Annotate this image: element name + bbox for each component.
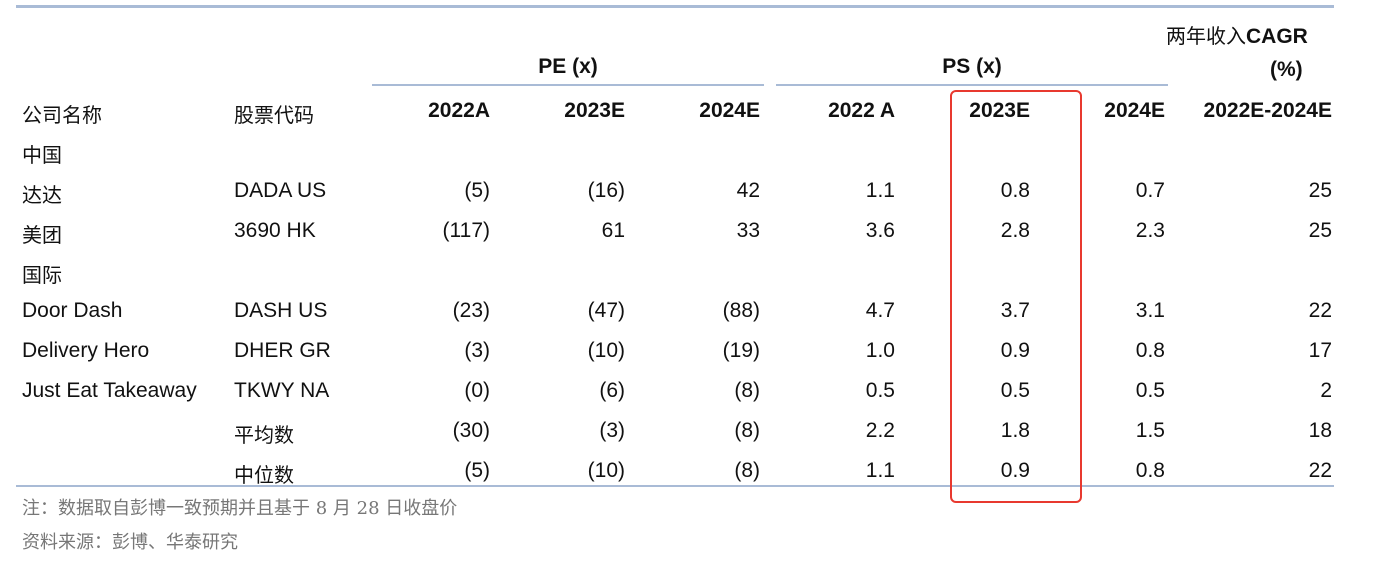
table-cell: 0.8 (1135, 459, 1165, 482)
table-cell: (3) (599, 419, 625, 442)
row-ticker: DADA US (234, 179, 327, 202)
table-cell: 1.5 (1135, 419, 1165, 442)
row-ticker: 中位数 (234, 463, 294, 487)
table-cell: 2 (1320, 379, 1332, 402)
table-cell: 25 (1308, 219, 1332, 242)
table-cell: (16) (587, 179, 625, 202)
row-company: 达达 (22, 183, 62, 207)
table-bottom-rule (16, 485, 1334, 487)
table-cell: (10) (587, 339, 625, 362)
table-cell: 1.1 (865, 459, 895, 482)
cagr-header-line1: 两年收入CAGR (1166, 20, 1308, 49)
table-cell: (10) (587, 459, 625, 482)
row-ticker: 3690 HK (234, 219, 316, 242)
row-ticker: DASH US (234, 299, 328, 322)
table-cell: 22 (1308, 459, 1332, 482)
table-cell: 4.7 (865, 299, 895, 322)
table-cell: (8) (734, 419, 760, 442)
table-cell: (8) (734, 379, 760, 402)
ps-group-rule (776, 84, 1168, 86)
source-note: 资料来源：彭博、华泰研究 (22, 532, 238, 553)
table-cell: 42 (736, 179, 760, 202)
column-header-year-3: 2022 A (828, 99, 895, 122)
cagr-header-cn: 两年收入 (1166, 24, 1246, 48)
pe-group-rule (372, 84, 764, 86)
table-cell: (6) (599, 379, 625, 402)
row-ticker: DHER GR (234, 339, 331, 362)
column-header-year-2: 2024E (699, 99, 760, 122)
table-cell: 0.9 (1000, 339, 1030, 362)
table-cell: (30) (452, 419, 490, 442)
pe-group-header: PE (x) (538, 55, 598, 78)
row-company: Just Eat Takeaway (22, 379, 197, 402)
table-cell: 2.3 (1135, 219, 1165, 242)
table-cell: 3.6 (865, 219, 895, 242)
table-cell: 18 (1308, 419, 1332, 442)
table-cell: 2.2 (865, 419, 895, 442)
table-note: 注：数据取自彭博一致预期并且基于 8 月 28 日收盘价 (22, 498, 458, 519)
table-cell: 22 (1308, 299, 1332, 322)
table-cell: (47) (587, 299, 625, 322)
column-header-company: 公司名称 (22, 103, 102, 127)
table-cell: (19) (722, 339, 760, 362)
row-company: Door Dash (22, 299, 123, 322)
column-header-year-1: 2023E (564, 99, 625, 122)
table-cell: (8) (734, 459, 760, 482)
table-cell: 17 (1308, 339, 1332, 362)
table-cell: 3.7 (1000, 299, 1030, 322)
table-cell: (3) (464, 339, 490, 362)
row-ticker: 平均数 (234, 423, 294, 447)
row-ticker: TKWY NA (234, 379, 330, 402)
row-company: 美团 (22, 223, 62, 247)
column-header-year-5: 2024E (1104, 99, 1165, 122)
table-cell: 3.1 (1135, 299, 1165, 322)
row-company: 中国 (22, 143, 62, 167)
highlight-box-ps-2023e (950, 90, 1082, 503)
table-cell: 2.8 (1000, 219, 1030, 242)
table-cell: 1.8 (1000, 419, 1030, 442)
table-cell: (0) (464, 379, 490, 402)
table-cell: 0.5 (865, 379, 895, 402)
ps-group-header: PS (x) (942, 55, 1002, 78)
cagr-header-unit: (%) (1270, 58, 1303, 81)
table-top-rule (16, 5, 1334, 8)
table-cell: (5) (464, 459, 490, 482)
table-cell: 0.9 (1000, 459, 1030, 482)
row-company: Delivery Hero (22, 339, 150, 362)
column-header-year-4: 2023E (969, 99, 1030, 122)
table-cell: (88) (722, 299, 760, 322)
table-cell: (5) (464, 179, 490, 202)
column-header-year-6: 2022E-2024E (1203, 99, 1332, 122)
column-header-year-0: 2022A (428, 99, 490, 122)
table-cell: 0.8 (1000, 179, 1030, 202)
table-cell: 33 (736, 219, 760, 242)
table-cell: 0.5 (1135, 379, 1165, 402)
table-cell: 0.8 (1135, 339, 1165, 362)
row-company: 国际 (22, 263, 62, 287)
table-cell: (117) (442, 219, 490, 242)
cagr-header-en: CAGR (1246, 25, 1308, 48)
table-cell: 0.7 (1135, 179, 1165, 202)
table-cell: (23) (452, 299, 490, 322)
table-cell: 25 (1308, 179, 1332, 202)
table-cell: 1.1 (865, 179, 895, 202)
table-cell: 61 (601, 219, 625, 242)
table-cell: 1.0 (865, 339, 895, 362)
column-header-ticker: 股票代码 (234, 103, 314, 127)
table-cell: 0.5 (1000, 379, 1030, 402)
